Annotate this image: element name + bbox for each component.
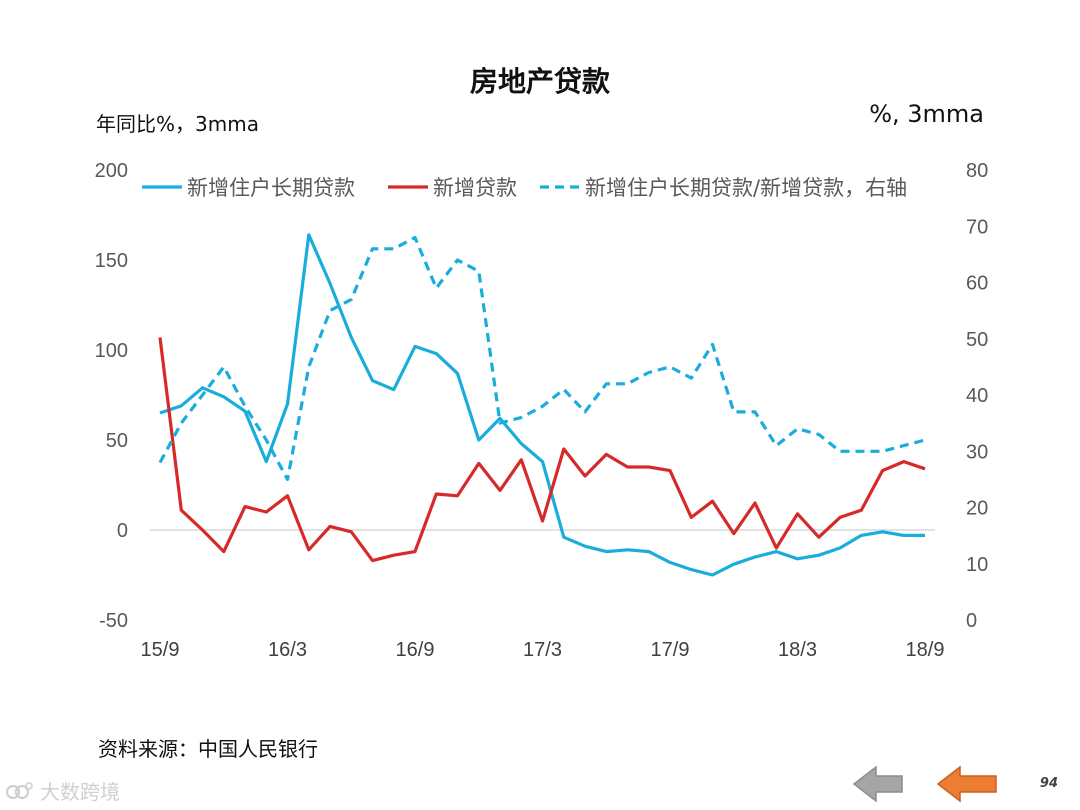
y-right-tick-label: 70 bbox=[966, 216, 988, 238]
y-left-tick-label: 50 bbox=[106, 430, 128, 452]
series-line-3 bbox=[158, 235, 926, 481]
line-chart: -50 0 50 100 150 200 0 10 20 30 40 50 60 70 80 15/9 16/3… bbox=[95, 160, 989, 661]
y-right-tick-label: 40 bbox=[966, 385, 988, 407]
arrow-left-orange-icon bbox=[936, 765, 997, 803]
right-axis-label: %, 3mma bbox=[869, 100, 984, 128]
y-left-tick-label: -50 bbox=[99, 610, 128, 632]
series-line-2 bbox=[158, 337, 926, 563]
next-page-button[interactable] bbox=[936, 764, 997, 804]
left-axis-label: 年同比%，3mma bbox=[96, 112, 259, 136]
chart-title: 房地产贷款 bbox=[469, 65, 610, 98]
legend-label-2: 新增贷款 bbox=[433, 176, 517, 200]
y-right-tick-label: 10 bbox=[966, 554, 988, 576]
watermark: 大数跨境 bbox=[6, 776, 120, 805]
y-left-tick-label: 200 bbox=[95, 160, 128, 182]
watermark-logo-icon bbox=[6, 781, 33, 799]
x-tick-label: 15/9 bbox=[141, 639, 180, 661]
previous-page-button[interactable] bbox=[852, 764, 904, 804]
y-right-tick-label: 0 bbox=[966, 610, 977, 632]
y-right-tick-label: 50 bbox=[966, 329, 988, 351]
page-number: 94 bbox=[1039, 776, 1058, 791]
y-right-tick-label: 30 bbox=[966, 441, 988, 463]
x-tick-label: 17/3 bbox=[523, 639, 562, 661]
legend-label-1: 新增住户长期贷款 bbox=[187, 176, 355, 200]
x-tick-label: 16/9 bbox=[396, 639, 435, 661]
y-right-tick-label: 60 bbox=[966, 273, 988, 295]
x-tick-label: 18/9 bbox=[906, 639, 945, 661]
y-left-tick-label: 100 bbox=[95, 340, 128, 362]
y-right-tick-label: 20 bbox=[966, 498, 988, 520]
x-tick-label: 18/3 bbox=[778, 639, 817, 661]
source-note: 资料来源：中国人民银行 bbox=[98, 737, 318, 761]
y-left-tick-label: 150 bbox=[95, 250, 128, 272]
x-tick-label: 16/3 bbox=[268, 639, 307, 661]
arrow-left-icon bbox=[852, 765, 903, 803]
watermark-text: 大数跨境 bbox=[40, 780, 120, 804]
series-line-1 bbox=[159, 233, 925, 577]
y-right-tick-label: 80 bbox=[966, 160, 988, 182]
y-left-tick-label: 0 bbox=[117, 520, 128, 542]
legend-label-3: 新增住户长期贷款/新增贷款，右轴 bbox=[585, 176, 907, 200]
x-tick-label: 17/9 bbox=[651, 639, 690, 661]
